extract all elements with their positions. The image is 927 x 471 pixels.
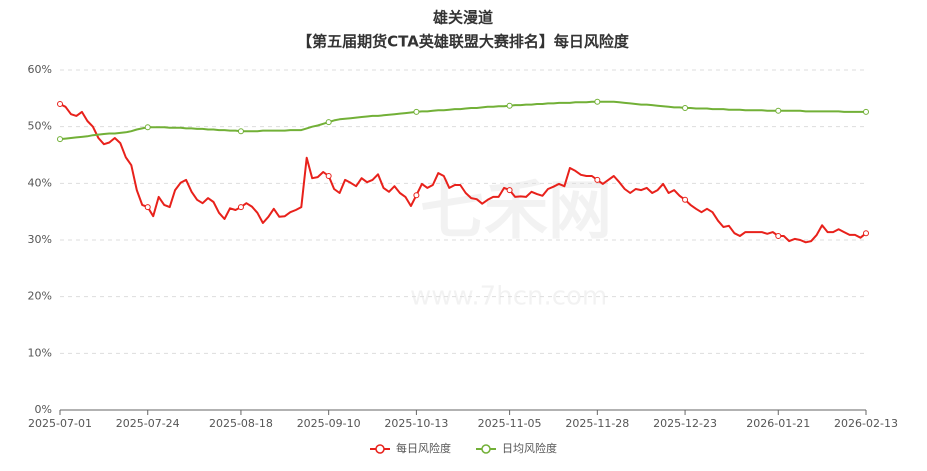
y-tick-label: 20% (28, 290, 52, 303)
legend-swatch-marker (481, 444, 491, 454)
point-marker (144, 124, 151, 131)
x-tick-label: 2025-07-01 (28, 417, 92, 430)
x-tick-label: 2025-11-28 (565, 417, 629, 430)
point-marker (413, 108, 420, 115)
legend-label: 日均风险度 (502, 441, 557, 455)
point-marker (594, 98, 601, 105)
legend-swatch-marker (375, 444, 385, 454)
point-marker (413, 192, 420, 199)
y-tick-label: 30% (28, 233, 52, 246)
x-tick-label: 2025-12-23 (653, 417, 717, 430)
x-tick-label: 2026-02-13 (834, 417, 898, 430)
point-marker (144, 204, 151, 211)
point-marker (682, 196, 689, 203)
y-tick-label: 40% (28, 176, 52, 189)
chart-subtitle: 【第五届期货CTA英雄联盟大赛排名】每日风险度 (297, 33, 630, 51)
y-tick-label: 0% (35, 403, 52, 416)
point-marker (237, 204, 244, 211)
point-marker (325, 172, 332, 179)
point-marker (682, 104, 689, 111)
y-tick-label: 60% (28, 63, 52, 76)
point-marker (506, 187, 513, 194)
point-marker (594, 176, 601, 183)
x-tick-label: 2025-11-05 (478, 417, 542, 430)
chart-title: 雄关漫道 (432, 9, 493, 27)
point-marker (863, 108, 869, 115)
point-marker (57, 136, 63, 143)
x-tick-label: 2026-01-21 (746, 417, 810, 430)
x-tick-label: 2025-08-18 (209, 417, 273, 430)
point-marker (775, 107, 782, 114)
point-marker (506, 102, 513, 109)
point-marker (237, 128, 244, 135)
point-marker (57, 101, 63, 107)
y-tick-label: 50% (28, 120, 52, 133)
legend-label: 每日风险度 (396, 441, 451, 455)
y-tick-label: 10% (28, 346, 52, 359)
series-line (59, 103, 867, 244)
x-tick-label: 2025-10-13 (384, 417, 448, 430)
point-marker (775, 233, 782, 240)
x-tick-label: 2025-09-10 (297, 417, 361, 430)
point-marker (863, 230, 869, 237)
series-line (59, 100, 866, 141)
point-marker (325, 119, 332, 126)
x-tick-label: 2025-07-24 (116, 417, 180, 430)
